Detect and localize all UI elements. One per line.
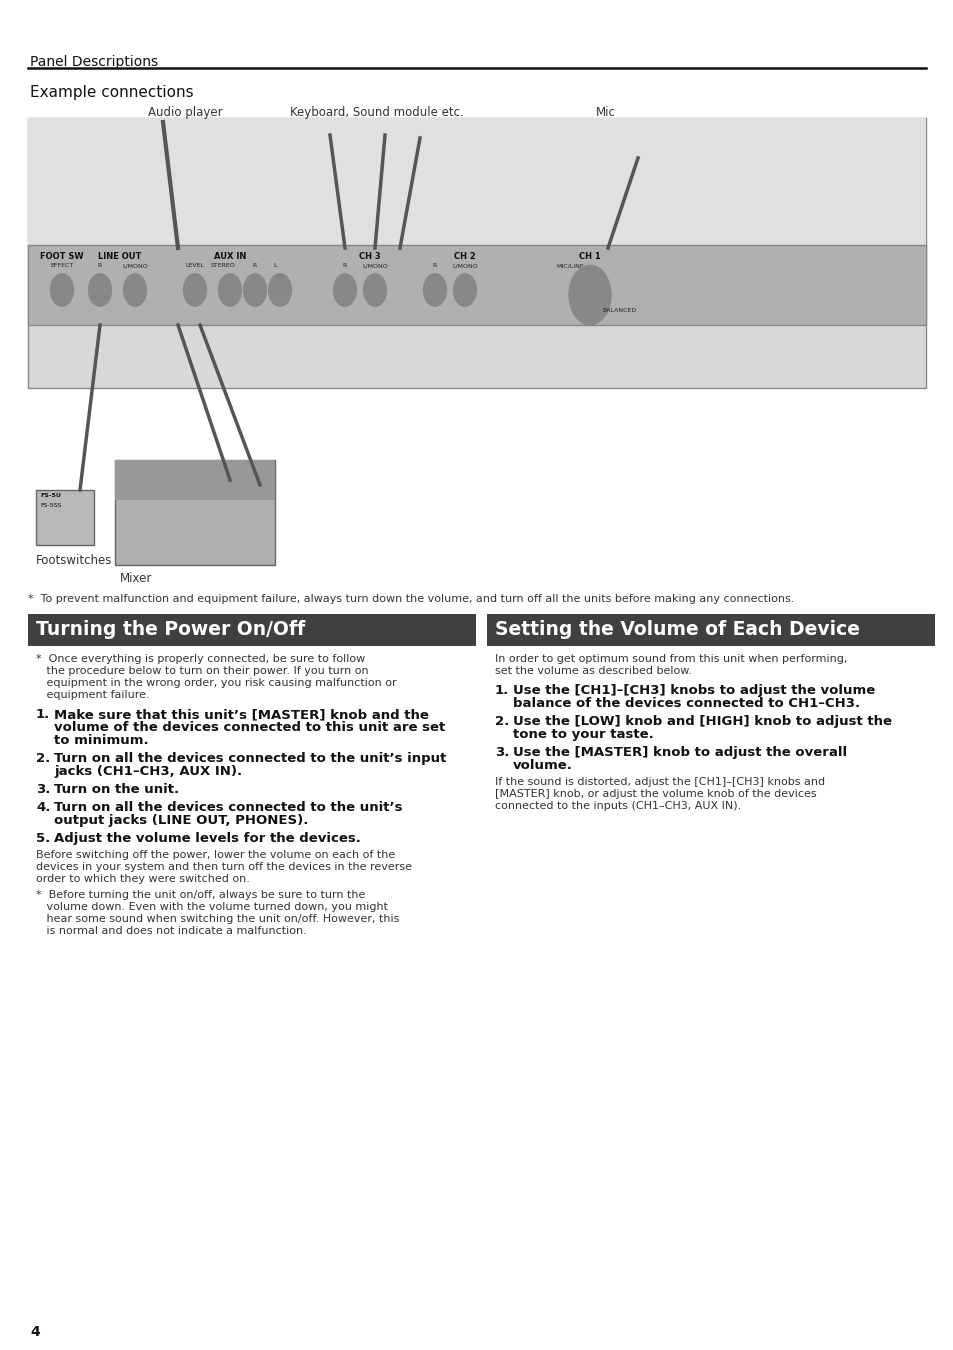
Text: jacks (CH1–CH3, AUX IN).: jacks (CH1–CH3, AUX IN). <box>54 765 242 778</box>
Text: L/MONO: L/MONO <box>122 263 148 269</box>
Circle shape <box>218 274 241 306</box>
Text: to minimum.: to minimum. <box>54 734 149 747</box>
Text: order to which they were switched on.: order to which they were switched on. <box>36 873 250 884</box>
Text: 5.: 5. <box>36 832 51 845</box>
Text: Turn on all the devices connected to the unit’s: Turn on all the devices connected to the… <box>54 801 402 814</box>
Text: 3.: 3. <box>495 747 509 759</box>
Text: CH 2: CH 2 <box>454 252 476 261</box>
Text: Mixer: Mixer <box>120 572 152 585</box>
Text: Turning the Power On/Off: Turning the Power On/Off <box>36 620 305 639</box>
Text: FS-5U: FS-5U <box>40 493 61 498</box>
Text: L: L <box>273 263 276 269</box>
Text: CH 1: CH 1 <box>578 252 600 261</box>
Text: Use the [MASTER] knob to adjust the overall: Use the [MASTER] knob to adjust the over… <box>513 747 846 759</box>
Text: R: R <box>433 263 436 269</box>
Text: balance of the devices connected to CH1–CH3.: balance of the devices connected to CH1–… <box>513 697 860 710</box>
Bar <box>36 490 94 545</box>
Text: MIC/LINE: MIC/LINE <box>556 263 583 269</box>
Text: volume down. Even with the volume turned down, you might: volume down. Even with the volume turned… <box>36 902 388 913</box>
Text: connected to the inputs (CH1–CH3, AUX IN).: connected to the inputs (CH1–CH3, AUX IN… <box>495 801 740 811</box>
Text: 2.: 2. <box>36 752 51 765</box>
Circle shape <box>89 274 112 306</box>
Text: the procedure below to turn on their power. If you turn on: the procedure below to turn on their pow… <box>36 666 368 676</box>
Circle shape <box>124 274 147 306</box>
Text: devices in your system and then turn off the devices in the reverse: devices in your system and then turn off… <box>36 863 412 872</box>
Text: EFFECT: EFFECT <box>51 263 73 269</box>
Text: Audio player: Audio player <box>148 107 222 119</box>
Bar <box>28 614 476 647</box>
Circle shape <box>334 274 356 306</box>
Circle shape <box>183 274 206 306</box>
Text: Make sure that this unit’s [MASTER] knob and the: Make sure that this unit’s [MASTER] knob… <box>54 707 429 721</box>
Text: CH 3: CH 3 <box>359 252 380 261</box>
Bar <box>28 117 925 387</box>
Text: equipment in the wrong order, you risk causing malfunction or: equipment in the wrong order, you risk c… <box>36 678 396 688</box>
Text: BALANCED: BALANCED <box>602 308 637 313</box>
Text: Adjust the volume levels for the devices.: Adjust the volume levels for the devices… <box>54 832 360 845</box>
Text: Mic: Mic <box>596 107 616 119</box>
Text: L/MONO: L/MONO <box>452 263 477 269</box>
Text: LEVEL: LEVEL <box>185 263 204 269</box>
Text: 1.: 1. <box>495 684 509 697</box>
Text: output jacks (LINE OUT, PHONES).: output jacks (LINE OUT, PHONES). <box>54 814 308 828</box>
Text: Setting the Volume of Each Device: Setting the Volume of Each Device <box>495 620 859 639</box>
Text: FOOT SW: FOOT SW <box>40 252 84 261</box>
Text: Before switching off the power, lower the volume on each of the: Before switching off the power, lower th… <box>36 850 395 860</box>
Text: FS-5SS: FS-5SS <box>40 504 61 508</box>
Text: Use the [CH1]–[CH3] knobs to adjust the volume: Use the [CH1]–[CH3] knobs to adjust the … <box>513 684 874 697</box>
Text: Panel Descriptions: Panel Descriptions <box>30 55 158 69</box>
Text: set the volume as described below.: set the volume as described below. <box>495 666 691 676</box>
Text: STEREO: STEREO <box>211 263 235 269</box>
Bar <box>115 460 274 566</box>
Text: L/MONO: L/MONO <box>362 263 388 269</box>
Bar <box>115 460 274 500</box>
Text: [MASTER] knob, or adjust the volume knob of the devices: [MASTER] knob, or adjust the volume knob… <box>495 788 816 799</box>
Text: Turn on the unit.: Turn on the unit. <box>54 783 179 796</box>
Bar <box>486 614 934 647</box>
Text: R: R <box>253 263 257 269</box>
Circle shape <box>269 274 292 306</box>
Text: 4.: 4. <box>36 801 51 814</box>
Text: 3.: 3. <box>36 783 51 796</box>
Circle shape <box>243 274 266 306</box>
Text: Keyboard, Sound module etc.: Keyboard, Sound module etc. <box>290 107 463 119</box>
Text: Footswitches: Footswitches <box>36 554 112 567</box>
Text: R: R <box>98 263 102 269</box>
Text: R: R <box>342 263 347 269</box>
Text: 2.: 2. <box>495 716 509 728</box>
Text: *  Once everything is properly connected, be sure to follow: * Once everything is properly connected,… <box>36 653 365 664</box>
Text: Use the [LOW] knob and [HIGH] knob to adjust the: Use the [LOW] knob and [HIGH] knob to ad… <box>513 716 891 728</box>
Circle shape <box>423 274 446 306</box>
Bar <box>28 244 925 325</box>
Text: hear some sound when switching the unit on/off. However, this: hear some sound when switching the unit … <box>36 914 399 923</box>
Bar <box>28 117 925 293</box>
Text: AUX IN: AUX IN <box>213 252 246 261</box>
Text: In order to get optimum sound from this unit when performing,: In order to get optimum sound from this … <box>495 653 846 664</box>
Text: is normal and does not indicate a malfunction.: is normal and does not indicate a malfun… <box>36 926 307 936</box>
Text: 4: 4 <box>30 1324 40 1339</box>
Text: *  To prevent malfunction and equipment failure, always turn down the volume, an: * To prevent malfunction and equipment f… <box>28 594 794 603</box>
Text: volume.: volume. <box>513 759 572 772</box>
Circle shape <box>51 274 73 306</box>
Text: *  Before turning the unit on/off, always be sure to turn the: * Before turning the unit on/off, always… <box>36 890 365 900</box>
Text: 1.: 1. <box>36 707 51 721</box>
Circle shape <box>363 274 386 306</box>
Text: equipment failure.: equipment failure. <box>36 690 150 701</box>
Text: If the sound is distorted, adjust the [CH1]–[CH3] knobs and: If the sound is distorted, adjust the [C… <box>495 778 824 787</box>
Text: volume of the devices connected to this unit are set: volume of the devices connected to this … <box>54 721 445 734</box>
Circle shape <box>453 274 476 306</box>
Text: Turn on all the devices connected to the unit’s input: Turn on all the devices connected to the… <box>54 752 446 765</box>
Text: LINE OUT: LINE OUT <box>98 252 142 261</box>
Text: tone to your taste.: tone to your taste. <box>513 728 653 741</box>
Circle shape <box>568 266 610 325</box>
Text: Example connections: Example connections <box>30 85 193 100</box>
